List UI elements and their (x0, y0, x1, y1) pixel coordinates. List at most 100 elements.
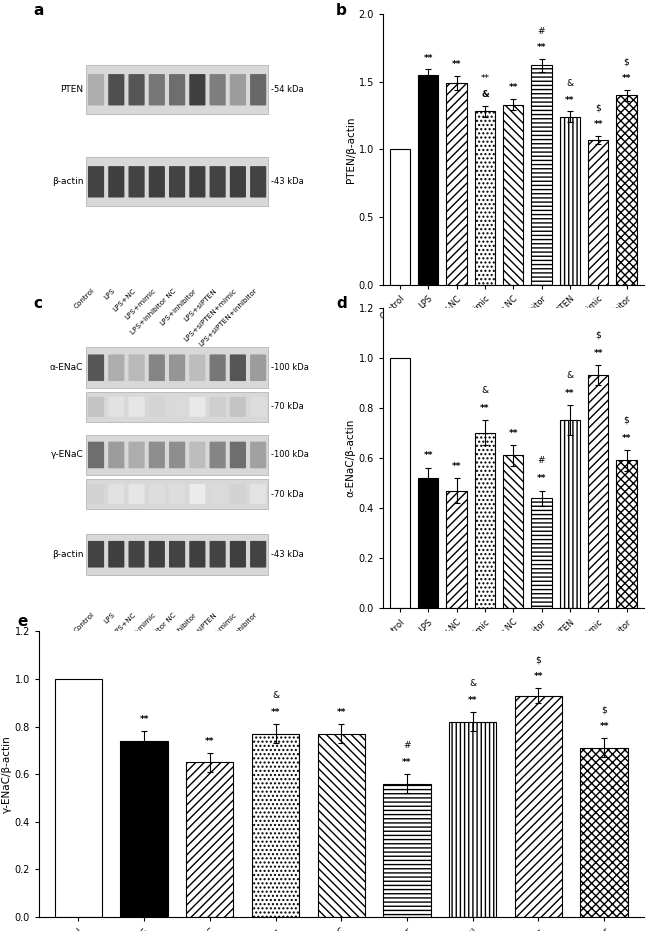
FancyBboxPatch shape (86, 435, 268, 476)
Bar (616, 95, 637, 285)
FancyBboxPatch shape (86, 65, 268, 115)
Text: **: ** (508, 429, 518, 438)
Text: **: ** (537, 43, 546, 52)
FancyBboxPatch shape (209, 74, 226, 105)
FancyBboxPatch shape (129, 441, 145, 468)
Text: **: ** (468, 696, 477, 705)
Text: d: d (336, 295, 347, 311)
Bar (474, 433, 495, 608)
Text: #: # (403, 741, 411, 749)
Text: **: ** (565, 389, 575, 398)
Text: &: & (469, 679, 476, 688)
FancyBboxPatch shape (250, 355, 266, 381)
Text: LPS: LPS (103, 288, 116, 301)
Text: LPS+siPTEN+inhibitor: LPS+siPTEN+inhibitor (198, 288, 258, 348)
FancyBboxPatch shape (230, 74, 246, 105)
Text: -70 kDa: -70 kDa (271, 402, 304, 412)
Text: LPS+mimic: LPS+mimic (124, 288, 157, 321)
Text: #: # (538, 456, 545, 465)
Text: LPS+inhibitor NC: LPS+inhibitor NC (129, 612, 177, 659)
FancyBboxPatch shape (108, 166, 124, 197)
FancyBboxPatch shape (129, 541, 145, 568)
FancyBboxPatch shape (149, 74, 165, 105)
Text: LPS+siPTEN+mimic: LPS+siPTEN+mimic (183, 288, 238, 343)
FancyBboxPatch shape (189, 355, 205, 381)
FancyBboxPatch shape (230, 484, 246, 504)
Bar (447, 491, 467, 608)
FancyBboxPatch shape (250, 166, 266, 197)
FancyBboxPatch shape (230, 166, 246, 197)
FancyBboxPatch shape (189, 74, 205, 105)
Text: &: & (272, 691, 279, 700)
Text: Control: Control (73, 612, 96, 634)
Text: **: ** (337, 708, 346, 717)
Text: LPS+siPTEN+mimic: LPS+siPTEN+mimic (183, 612, 238, 667)
FancyBboxPatch shape (108, 541, 124, 568)
FancyBboxPatch shape (189, 441, 205, 468)
Text: $: $ (595, 103, 601, 113)
Text: **: ** (424, 54, 433, 62)
Text: LPS+siPTEN+inhibitor: LPS+siPTEN+inhibitor (198, 612, 258, 672)
Bar (252, 734, 299, 917)
Text: LPS+NC: LPS+NC (111, 288, 136, 313)
FancyBboxPatch shape (108, 397, 124, 417)
FancyBboxPatch shape (88, 74, 104, 105)
FancyBboxPatch shape (250, 441, 266, 468)
Text: &: & (481, 90, 489, 100)
Text: LPS+siPTEN: LPS+siPTEN (183, 288, 218, 322)
Text: **: ** (534, 672, 543, 681)
FancyBboxPatch shape (86, 479, 268, 509)
FancyBboxPatch shape (88, 397, 104, 417)
Text: **: ** (452, 61, 461, 70)
FancyBboxPatch shape (88, 441, 104, 468)
FancyBboxPatch shape (189, 397, 205, 417)
Text: **: ** (593, 120, 603, 129)
Bar (515, 695, 562, 917)
Bar (531, 498, 552, 608)
FancyBboxPatch shape (129, 74, 145, 105)
Text: **: ** (139, 715, 149, 724)
Text: **: ** (205, 736, 214, 746)
Text: **: ** (565, 96, 575, 104)
Text: LPS: LPS (103, 612, 116, 625)
Bar (384, 784, 430, 917)
FancyBboxPatch shape (129, 484, 145, 504)
FancyBboxPatch shape (149, 441, 165, 468)
Text: LPS+inhibitor NC: LPS+inhibitor NC (129, 288, 177, 335)
Bar (418, 74, 439, 285)
FancyBboxPatch shape (250, 541, 266, 568)
FancyBboxPatch shape (230, 397, 246, 417)
Text: c: c (34, 295, 43, 311)
FancyBboxPatch shape (189, 484, 205, 504)
Text: β-actin: β-actin (52, 177, 83, 186)
FancyBboxPatch shape (149, 166, 165, 197)
Text: $: $ (595, 331, 601, 340)
Bar (55, 679, 102, 917)
Bar (449, 722, 497, 917)
Text: &: & (482, 385, 488, 395)
Text: -100 kDa: -100 kDa (271, 363, 309, 372)
FancyBboxPatch shape (209, 355, 226, 381)
Text: **: ** (622, 434, 631, 443)
Text: -43 kDa: -43 kDa (271, 549, 304, 559)
FancyBboxPatch shape (209, 484, 226, 504)
FancyBboxPatch shape (88, 484, 104, 504)
FancyBboxPatch shape (189, 166, 205, 197)
FancyBboxPatch shape (230, 355, 246, 381)
FancyBboxPatch shape (149, 397, 165, 417)
Text: **: ** (537, 474, 546, 483)
FancyBboxPatch shape (86, 157, 268, 206)
Bar (580, 748, 628, 917)
Text: PTEN: PTEN (60, 86, 83, 94)
FancyBboxPatch shape (250, 484, 266, 504)
Bar (588, 375, 608, 608)
FancyBboxPatch shape (129, 166, 145, 197)
Bar (390, 149, 410, 285)
FancyBboxPatch shape (108, 355, 124, 381)
Text: $: $ (623, 416, 629, 425)
Bar (186, 762, 233, 917)
FancyBboxPatch shape (88, 355, 104, 381)
Text: $: $ (536, 655, 541, 664)
FancyBboxPatch shape (149, 355, 165, 381)
Y-axis label: γ-ENaC/β-actin: γ-ENaC/β-actin (2, 735, 12, 813)
